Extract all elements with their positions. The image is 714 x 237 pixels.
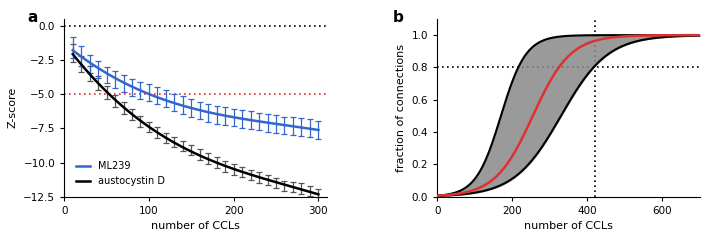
Text: a: a — [28, 10, 38, 25]
Y-axis label: Z-score: Z-score — [8, 87, 18, 128]
Text: b: b — [393, 10, 403, 25]
Y-axis label: fraction of connections: fraction of connections — [396, 44, 406, 172]
Legend: ML239, austocystin D: ML239, austocystin D — [71, 157, 169, 190]
X-axis label: number of CCLs: number of CCLs — [151, 221, 240, 231]
X-axis label: number of CCLs: number of CCLs — [524, 221, 613, 231]
